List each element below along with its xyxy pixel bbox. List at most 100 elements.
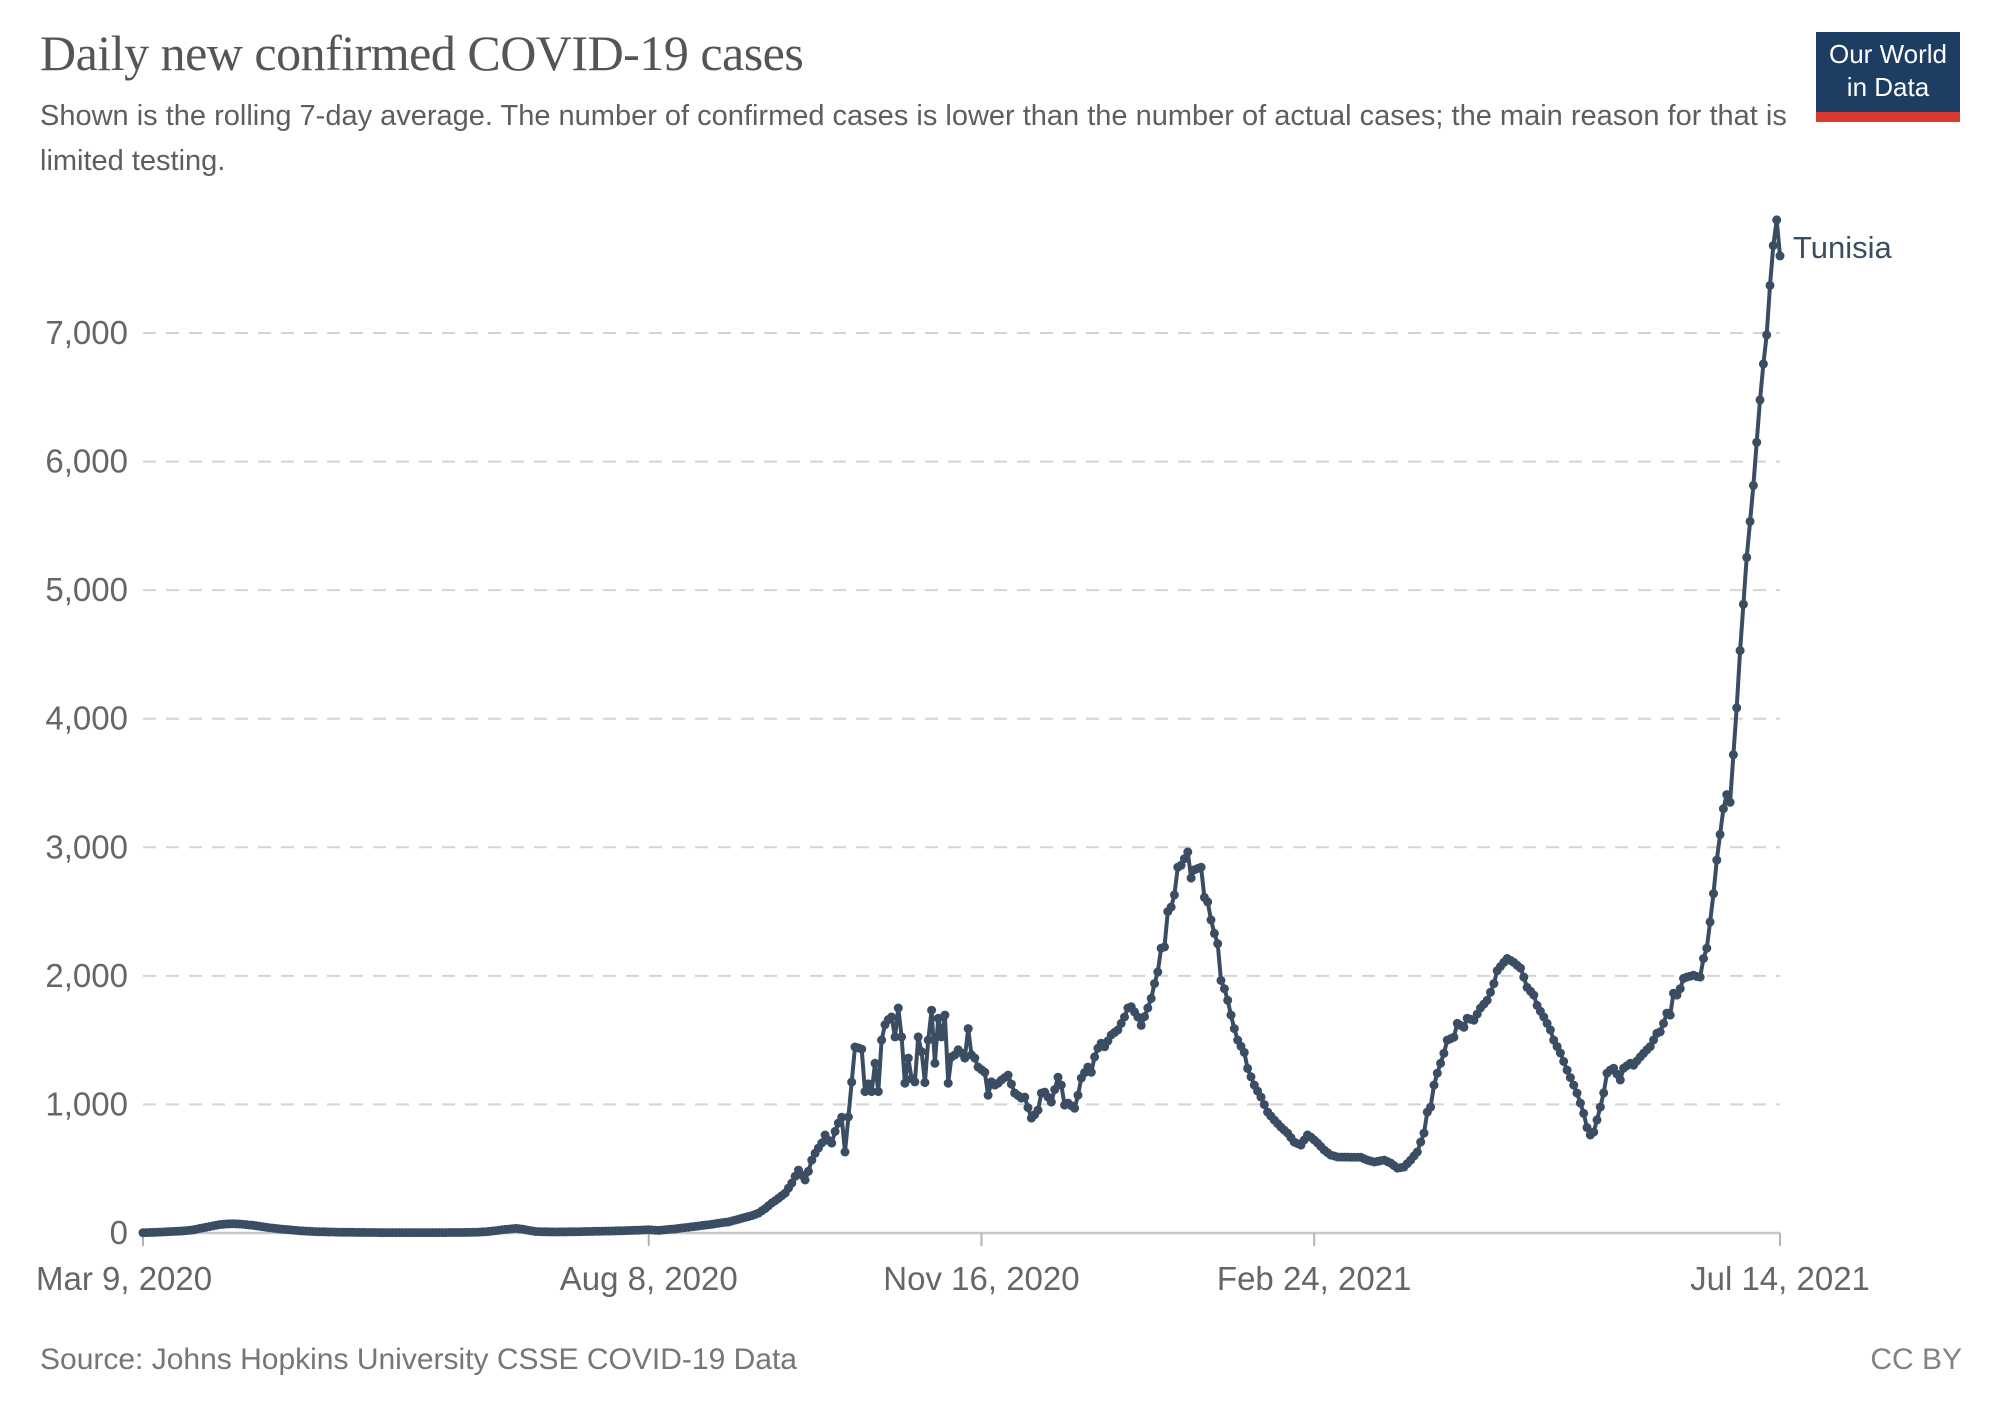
data-point (1213, 939, 1223, 949)
data-point (1459, 1022, 1469, 1032)
data-point (1419, 1128, 1429, 1138)
data-point (1070, 1103, 1080, 1113)
data-point (1046, 1097, 1056, 1107)
data-point (873, 1087, 883, 1097)
data-point (1216, 975, 1226, 985)
data-point (1675, 984, 1685, 994)
data-point (1582, 1123, 1592, 1133)
data-point (1752, 437, 1762, 447)
data-point (923, 1035, 933, 1045)
data-point (840, 1147, 850, 1157)
data-point (1169, 890, 1179, 900)
data-point (900, 1078, 910, 1088)
data-point (1050, 1085, 1060, 1095)
data-point (1256, 1092, 1266, 1102)
data-point (1562, 1065, 1572, 1075)
data-point (937, 1032, 946, 1042)
data-point (1209, 928, 1219, 938)
data-point (1768, 241, 1778, 251)
x-axis-labels: Mar 9, 2020 Aug 8, 2020 Nov 16, 2020 Feb 24… (36, 1260, 1870, 1297)
data-point (1575, 1098, 1585, 1108)
chart-subtitle: Shown is the rolling 7-day average. The … (40, 100, 1787, 177)
data-point (1715, 829, 1725, 839)
data-point (917, 1047, 927, 1057)
data-point (920, 1078, 930, 1088)
owid-logo[interactable]: Our World in Data (1816, 32, 1960, 122)
data-point (1572, 1088, 1582, 1098)
data-point (1006, 1079, 1016, 1089)
data-point (1545, 1025, 1555, 1035)
data-point (1183, 847, 1193, 857)
data-point (1020, 1092, 1030, 1102)
data-point (1219, 984, 1229, 994)
data-point (1436, 1058, 1446, 1068)
data-point (1482, 995, 1492, 1005)
data-point (1745, 516, 1755, 526)
license-badge[interactable]: CC BY (1870, 1343, 1962, 1376)
data-point (1599, 1088, 1609, 1098)
data-point (803, 1166, 813, 1176)
data-point (1565, 1073, 1575, 1083)
chart-footer: Source: Johns Hopkins University CSSE CO… (40, 1343, 1962, 1377)
y-tick-label: 6,000 (45, 443, 128, 480)
data-point (1742, 552, 1752, 562)
data-point (893, 1003, 903, 1013)
data-point (1143, 1003, 1153, 1013)
data-point (1412, 1147, 1422, 1157)
data-point (1489, 979, 1499, 989)
data-point (1589, 1127, 1599, 1137)
data-point (1519, 972, 1529, 982)
logo-line1: Our World (1829, 39, 1947, 69)
data-point (903, 1053, 913, 1063)
data-point (1486, 987, 1495, 997)
data-point (847, 1077, 857, 1087)
data-point (940, 1010, 950, 1020)
data-point (1735, 646, 1745, 656)
data-point (1615, 1075, 1625, 1085)
data-point (1136, 1020, 1146, 1030)
data-point (1732, 703, 1742, 713)
data-point (1023, 1103, 1033, 1113)
data-point (1555, 1048, 1565, 1058)
data-point (1705, 917, 1715, 927)
entity-label-tunisia: Tunisia (1793, 230, 1893, 265)
data-point (1086, 1067, 1096, 1077)
data-point (1146, 993, 1156, 1003)
data-point (1758, 359, 1768, 369)
data-point (1762, 330, 1772, 340)
data-point (1649, 1035, 1659, 1045)
data-point (887, 1012, 897, 1022)
data-point (980, 1067, 990, 1077)
data-point (890, 1032, 900, 1042)
data-point (1712, 855, 1722, 865)
data-point (933, 1013, 943, 1023)
data-point (1429, 1080, 1439, 1090)
data-point (1665, 1010, 1675, 1020)
data-point (1226, 1010, 1236, 1020)
x-tick-label: Mar 9, 2020 (36, 1260, 212, 1297)
data-point (1203, 897, 1213, 907)
data-point (1003, 1070, 1013, 1080)
data-point (1595, 1102, 1605, 1112)
data-point (1755, 395, 1765, 405)
y-tick-label: 2,000 (45, 957, 128, 994)
data-point (1439, 1048, 1449, 1058)
y-tick-label: 7,000 (45, 314, 128, 351)
logo-line2: in Data (1846, 72, 1930, 102)
data-point (867, 1087, 877, 1097)
x-axis-ticks (142, 1233, 1781, 1246)
y-tick-label: 0 (110, 1214, 128, 1251)
data-point (1033, 1105, 1043, 1115)
y-gridlines (143, 332, 1780, 1235)
data-point (863, 1079, 873, 1089)
data-point (830, 1126, 840, 1136)
data-point (963, 1024, 973, 1034)
data-point (1579, 1108, 1589, 1118)
x-tick-label: Jul 14, 2021 (1690, 1260, 1870, 1297)
data-point (897, 1032, 907, 1042)
data-point (1196, 862, 1206, 872)
data-point (943, 1078, 953, 1088)
